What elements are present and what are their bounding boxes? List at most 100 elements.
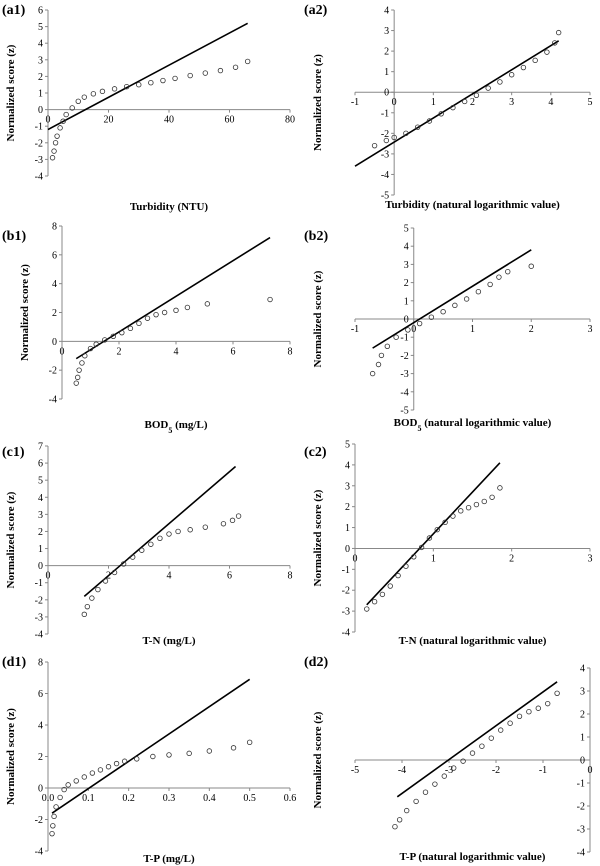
- data-point: [487, 281, 493, 288]
- y-tick-label: 4: [345, 460, 350, 471]
- data-point: [384, 343, 391, 349]
- y-tick-label: -4: [577, 848, 585, 859]
- y-tick-label: 0: [404, 315, 409, 326]
- panel-c1: (c1)-4-3-2-10123456702468T-N (mg/L)Norma…: [2, 442, 293, 648]
- y-tick-label: -2: [49, 366, 57, 377]
- data-point: [136, 81, 142, 88]
- data-point: [535, 705, 541, 711]
- x-tick-label: 1: [431, 97, 436, 108]
- y-tick-label: -3: [381, 149, 389, 160]
- data-point: [452, 302, 458, 309]
- data-point: [81, 611, 87, 618]
- data-point: [230, 745, 237, 751]
- y-tick-label: 0: [384, 88, 389, 99]
- data-point: [50, 823, 56, 829]
- data-point: [403, 130, 409, 137]
- data-point: [451, 765, 457, 771]
- x-tick-label: -5: [351, 765, 359, 776]
- x-tick-label: 60: [225, 115, 235, 126]
- y-tick-label: 5: [345, 440, 350, 451]
- y-tick-label: -4: [35, 172, 43, 183]
- panel-d1: (d1) -4 -2 0 2 4 6 8 0.0 0.1 0.2 0.3 0.4 0.5 0.6 T-P (m…: [2, 655, 296, 865]
- x-tick-label: 3: [509, 97, 514, 108]
- data-point: [458, 508, 464, 514]
- data-point: [426, 535, 433, 541]
- x-tick-label: 4: [548, 97, 553, 108]
- data-point: [441, 773, 447, 779]
- data-point: [369, 370, 376, 377]
- data-point: [229, 517, 236, 524]
- data-point: [497, 485, 503, 491]
- data-point: [426, 118, 433, 124]
- data-point: [391, 134, 397, 141]
- y-axis-label: Normalized score (z): [19, 264, 31, 361]
- data-point: [87, 345, 94, 352]
- y-tick-label: 0: [38, 561, 43, 572]
- panel-label: (b2): [304, 229, 328, 244]
- data-point: [383, 137, 390, 144]
- data-point: [379, 591, 386, 598]
- fit-line: [75, 236, 271, 360]
- data-point: [111, 569, 118, 576]
- data-point: [134, 756, 140, 762]
- y-tick-label: 1: [580, 733, 585, 744]
- x-tick-label: 6: [231, 346, 236, 357]
- y-tick-label: 3: [404, 260, 409, 271]
- x-tick-label: 40: [164, 115, 174, 126]
- data-point: [123, 83, 130, 90]
- x-tick-label: 0.5: [243, 793, 256, 804]
- data-point: [97, 767, 104, 773]
- data-point: [57, 794, 63, 801]
- y-tick-label: 6: [38, 689, 43, 700]
- data-point: [418, 544, 425, 551]
- data-point: [434, 526, 440, 533]
- fit-line: [51, 678, 251, 814]
- x-axis-label: Turbidity (NTU): [130, 201, 208, 213]
- data-point: [520, 64, 527, 71]
- y-tick-label: -5: [400, 406, 408, 417]
- data-point: [450, 104, 456, 111]
- data-point: [392, 824, 398, 830]
- data-point: [545, 700, 551, 707]
- data-point: [422, 789, 429, 795]
- y-tick-label: -4: [342, 628, 350, 639]
- y-tick-label: 1: [404, 296, 409, 307]
- y-tick-label: 2: [580, 710, 585, 721]
- y-tick-label: -4: [400, 387, 408, 398]
- x-tick-label: 3: [588, 553, 593, 564]
- x-tick-label: -4: [398, 765, 406, 776]
- data-point: [84, 603, 91, 610]
- data-point: [148, 541, 154, 547]
- panel-label: (d1): [2, 655, 26, 670]
- data-point: [166, 752, 172, 758]
- data-point: [184, 304, 191, 311]
- x-tick-label: 0: [392, 97, 397, 108]
- data-point: [206, 748, 213, 754]
- y-tick-label: -2: [342, 586, 350, 597]
- data-point: [555, 29, 562, 36]
- data-point: [65, 782, 71, 788]
- data-point: [217, 67, 224, 74]
- x-tick-label: 4: [167, 571, 172, 582]
- y-tick-label: 4: [38, 721, 43, 732]
- x-tick-label: 8: [288, 346, 293, 357]
- y-axis-label: Normalized score (z): [5, 708, 17, 805]
- data-point: [187, 527, 193, 533]
- y-tick-label: 4: [38, 493, 43, 504]
- data-point: [75, 98, 81, 104]
- data-point: [127, 325, 134, 332]
- x-tick-label: -3: [445, 765, 453, 776]
- data-point: [413, 798, 419, 805]
- x-tick-label: 1: [470, 324, 475, 335]
- data-point: [475, 289, 482, 295]
- data-point: [432, 781, 438, 787]
- y-tick-label: -2: [35, 595, 43, 606]
- y-tick-label: -2: [35, 815, 43, 826]
- y-axis-label: Normalized score (z): [5, 491, 17, 588]
- x-tick-label: 0.3: [163, 793, 176, 804]
- data-point: [387, 583, 393, 589]
- y-tick-label: 6: [52, 250, 57, 261]
- y-tick-label: -2: [35, 138, 43, 149]
